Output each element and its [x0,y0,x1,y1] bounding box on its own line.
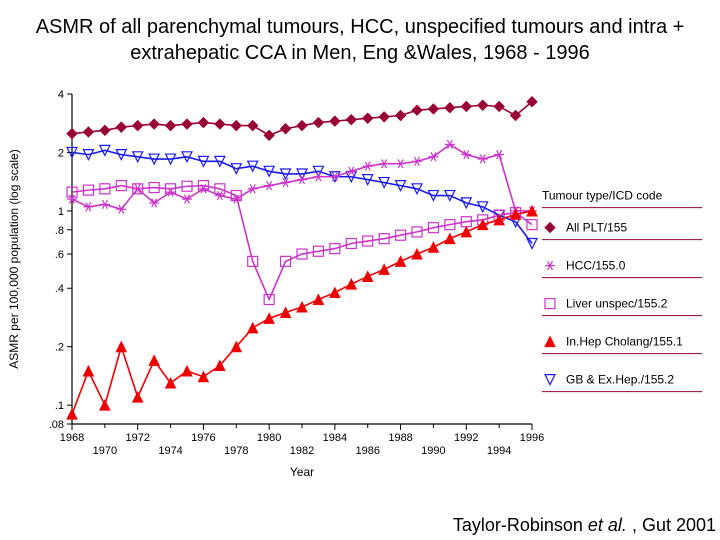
svg-text:In.Hep Cholang/155.1: In.Hep Cholang/155.1 [566,335,683,349]
svg-text:GB & Ex.Hep./155.2: GB & Ex.Hep./155.2 [566,373,674,387]
svg-text:.1: .1 [55,400,64,412]
svg-text:1976: 1976 [191,432,215,444]
svg-text:1978: 1978 [224,445,248,457]
svg-text:1992: 1992 [454,432,478,444]
svg-text:1984: 1984 [323,432,347,444]
chart-container: .08 .1 .2 .4 .6 .8 1 2 4 1968 1972 1976 1980 1984 1988… [0,82,720,482]
svg-text:1972: 1972 [125,432,149,444]
svg-text:1: 1 [58,206,64,218]
svg-text:All PLT/155: All PLT/155 [566,221,627,235]
svg-text:1970: 1970 [93,445,117,457]
chart-svg: .08 .1 .2 .4 .6 .8 1 2 4 1968 1972 1976 1980 1984 1988… [0,82,720,482]
svg-text:HCC/155.0: HCC/155.0 [566,259,626,273]
svg-text:1990: 1990 [421,445,445,457]
citation-prefix: Taylor-Robinson [453,515,588,535]
svg-text:Tumour type/ICD code: Tumour type/ICD code [542,189,663,203]
svg-text:4: 4 [58,89,64,101]
citation-ital: et al. [588,515,632,535]
svg-text:.4: .4 [55,283,64,295]
citation: Taylor-Robinson et al. , Gut 2001 [453,515,716,536]
svg-text:Year: Year [290,465,314,479]
page-root: ASMR of all parenchymal tumours, HCC, un… [0,0,720,540]
svg-text:1980: 1980 [257,432,281,444]
svg-text:ASMR per 100,000 population (l: ASMR per 100,000 population (log scale) [7,149,21,368]
svg-text:.08: .08 [49,419,64,431]
chart-title: ASMR of all parenchymal tumours, HCC, un… [0,0,720,72]
svg-text:1968: 1968 [60,432,84,444]
svg-text:1994: 1994 [487,445,511,457]
citation-suffix: , Gut 2001 [632,515,716,535]
svg-text:Liver unspec/155.2: Liver unspec/155.2 [566,297,668,311]
svg-text:.2: .2 [55,342,64,354]
svg-text:1996: 1996 [520,432,544,444]
svg-text:1988: 1988 [388,432,412,444]
svg-text:1986: 1986 [355,445,379,457]
svg-text:.6: .6 [55,249,64,261]
svg-text:1982: 1982 [290,445,314,457]
svg-text:2: 2 [58,147,64,159]
svg-text:1974: 1974 [158,445,182,457]
svg-text:.8: .8 [55,225,64,237]
